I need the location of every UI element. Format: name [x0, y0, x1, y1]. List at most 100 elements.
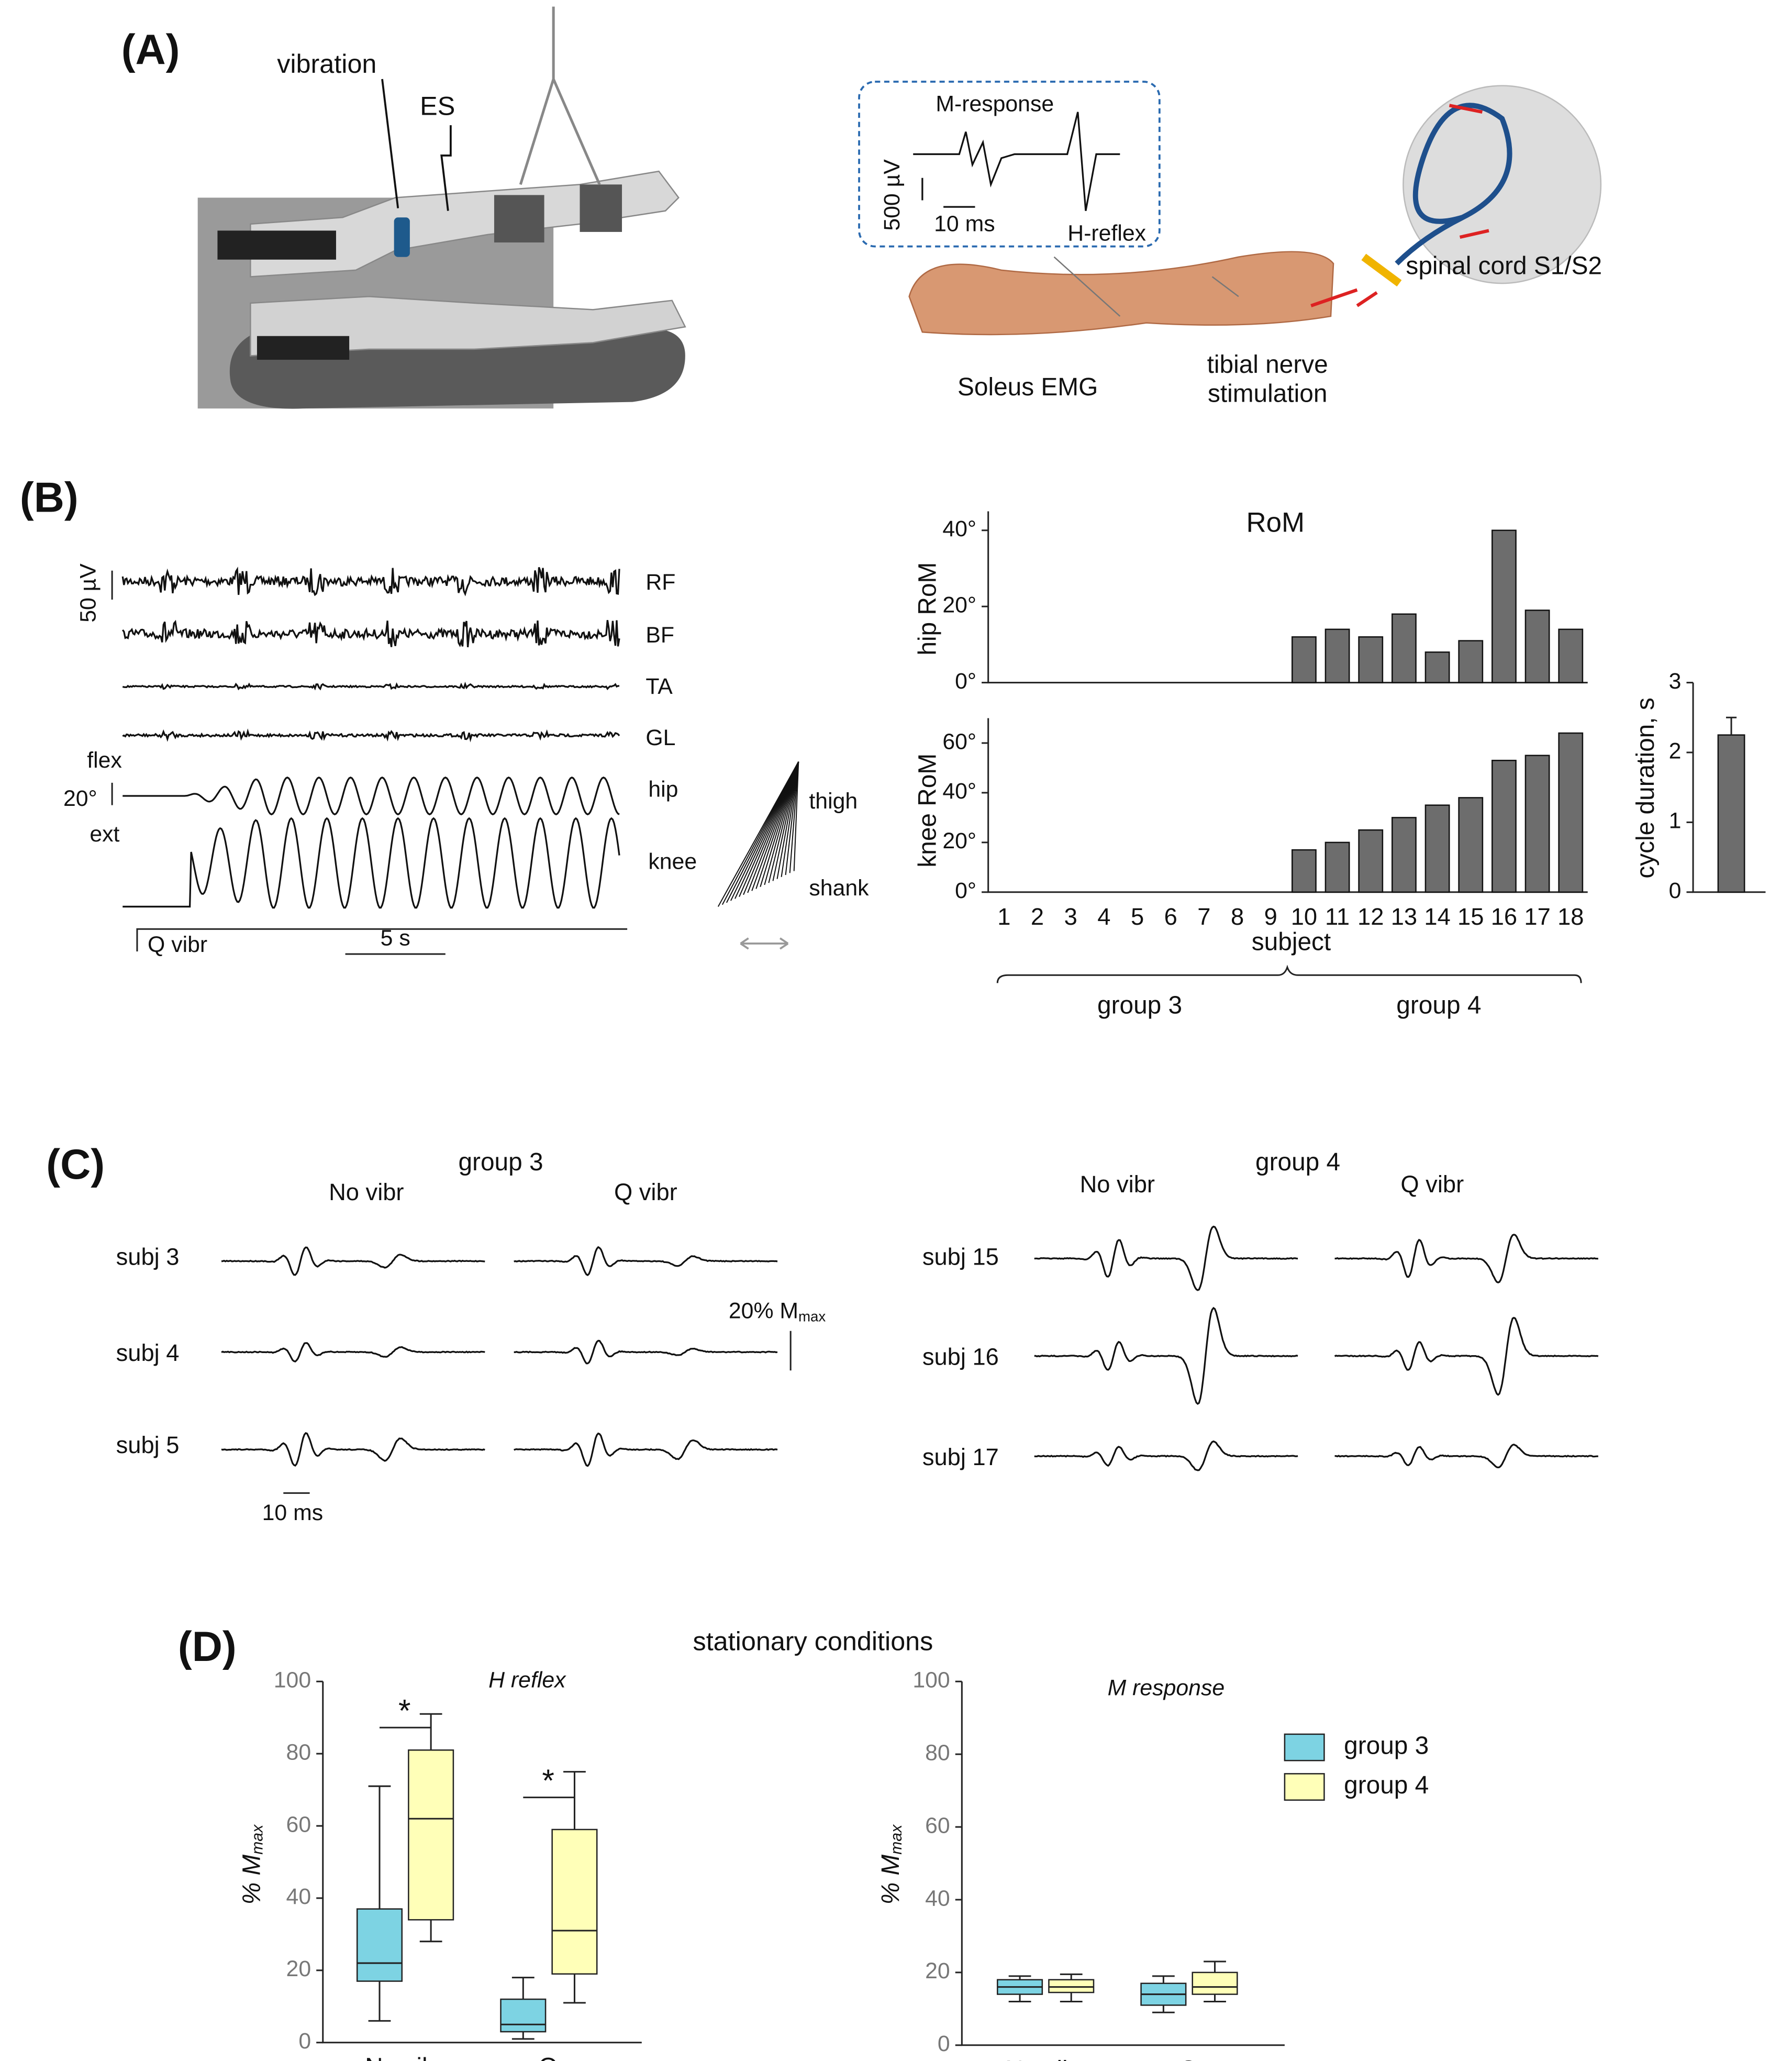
annotation: ES: [420, 91, 455, 121]
bar: [1324, 841, 1350, 893]
x-tick-label: 9: [1264, 903, 1277, 930]
y-axis-label-text: % M: [238, 1855, 265, 1905]
response-trace: [1034, 1440, 1298, 1471]
box: [1048, 1979, 1095, 1993]
annotation: vibration: [277, 49, 376, 79]
y-tick-label: 20: [286, 1956, 311, 1981]
scale-label: 50 µV: [76, 563, 101, 623]
y-tick-label: 40°: [942, 516, 976, 541]
bar: [1558, 628, 1584, 683]
panel-label: (D): [178, 1623, 237, 1670]
trace-label: BF: [645, 623, 674, 648]
y-axis-label-sub: max: [888, 1824, 905, 1855]
trace-label: GL: [645, 725, 675, 750]
bar: [1717, 734, 1745, 893]
bar: [1392, 613, 1417, 683]
response-trace: [1334, 1443, 1598, 1469]
response-trace: [1334, 1234, 1599, 1283]
stick-figure: [751, 761, 799, 891]
bar: [1424, 804, 1450, 893]
y-axis-label-text: knee RoM: [914, 754, 941, 868]
x-tick-label: 6: [1164, 903, 1177, 930]
condition: No vibr: [329, 1179, 404, 1205]
leg-illustration: [858, 81, 1602, 336]
y-tick-label: 100: [912, 1668, 950, 1693]
y-axis-label-text: hip RoM: [914, 562, 941, 656]
x-tick-label: 14: [1424, 903, 1450, 930]
x-tick-label: 18: [1557, 903, 1584, 930]
bar: [1458, 797, 1484, 893]
x-tick-label: 12: [1357, 903, 1384, 930]
panel-title: stationary conditions: [693, 1626, 933, 1656]
y-tick-label: 40: [286, 1884, 311, 1909]
subject-label: subj 4: [116, 1339, 180, 1366]
y-axis-label-text: % M: [877, 1855, 905, 1905]
y-axis-label: hip RoM: [914, 562, 941, 656]
annotation: H-reflex: [1067, 220, 1146, 246]
box: [500, 1998, 547, 2033]
scale-label: 10 ms: [934, 212, 995, 237]
group-title: group 3: [458, 1148, 543, 1176]
arrow: [740, 937, 789, 950]
bar: [1558, 732, 1584, 893]
x-tick-label: 15: [1457, 903, 1484, 930]
y-axis-label: % Mmax: [877, 1824, 905, 1905]
x-tick-label: 5: [1131, 903, 1144, 930]
x-tick-label: 2: [1031, 903, 1044, 930]
y-axis-label-text: cycle duration, s: [1632, 697, 1660, 878]
stick-figure: [747, 761, 799, 893]
group-title: group 4: [1255, 1148, 1340, 1176]
stick-figure: [764, 761, 799, 885]
stick-figure: [772, 761, 799, 881]
scale-label: 10 ms: [262, 1500, 323, 1525]
bar: [1492, 759, 1517, 893]
y-axis-label-sub: max: [249, 1824, 266, 1855]
panel-label: (C): [46, 1141, 105, 1188]
emg-trace: [121, 619, 620, 648]
annotation: flex: [87, 748, 122, 773]
scale-label: 20°: [63, 786, 97, 811]
stick-figure: [743, 761, 799, 895]
significance-bar: [379, 1726, 575, 1799]
response-trace: [1334, 1316, 1599, 1396]
y-tick-label: 60: [286, 1812, 311, 1837]
subject-label: subj 16: [922, 1344, 999, 1370]
x-tick-label: Q: [1179, 2056, 1198, 2061]
y-tick-label: 20°: [942, 593, 976, 618]
response-trace: [221, 1342, 485, 1363]
x-tick-label: 7: [1197, 903, 1210, 930]
joint-trace: [123, 817, 620, 909]
condition: Q vibr: [1400, 1171, 1464, 1198]
x-tick-label: 3: [1064, 903, 1077, 930]
stick-figure: [789, 761, 799, 873]
y-tick-label: 0°: [955, 669, 976, 694]
response-trace: [514, 1246, 778, 1277]
x-tick-label: 1: [997, 903, 1010, 930]
trace-label: hip: [648, 777, 678, 802]
trace-label: TA: [645, 674, 673, 699]
y-tick-label: 60: [925, 1813, 950, 1838]
annotation: shank: [809, 876, 869, 901]
scale-label: 20% Mmax: [729, 1299, 826, 1325]
bar: [1524, 755, 1550, 893]
legend-label: group 4: [1344, 1771, 1429, 1799]
annotation: Soleus EMG: [958, 373, 1098, 401]
y-tick-label: 20°: [942, 828, 976, 854]
bar: [1492, 529, 1517, 683]
y-tick-label: 3: [1669, 669, 1682, 694]
condition: No vibr: [1080, 1171, 1155, 1198]
y-tick-label: 2: [1669, 738, 1682, 763]
response-trace: [514, 1432, 778, 1467]
legend-label: group 3: [1344, 1732, 1429, 1760]
y-axis-label: knee RoM: [914, 754, 941, 868]
stick-figure: [785, 761, 799, 876]
annotation: tibial nerve: [1207, 351, 1328, 379]
scale-sub: max: [798, 1309, 826, 1325]
stim-marker: [136, 928, 628, 955]
chart-title: M response: [1108, 1676, 1225, 1701]
stick-figure: [781, 761, 799, 877]
response-trace: [1034, 1306, 1298, 1405]
y-tick-label: 1: [1669, 808, 1682, 834]
body-illustration: [197, 6, 686, 409]
